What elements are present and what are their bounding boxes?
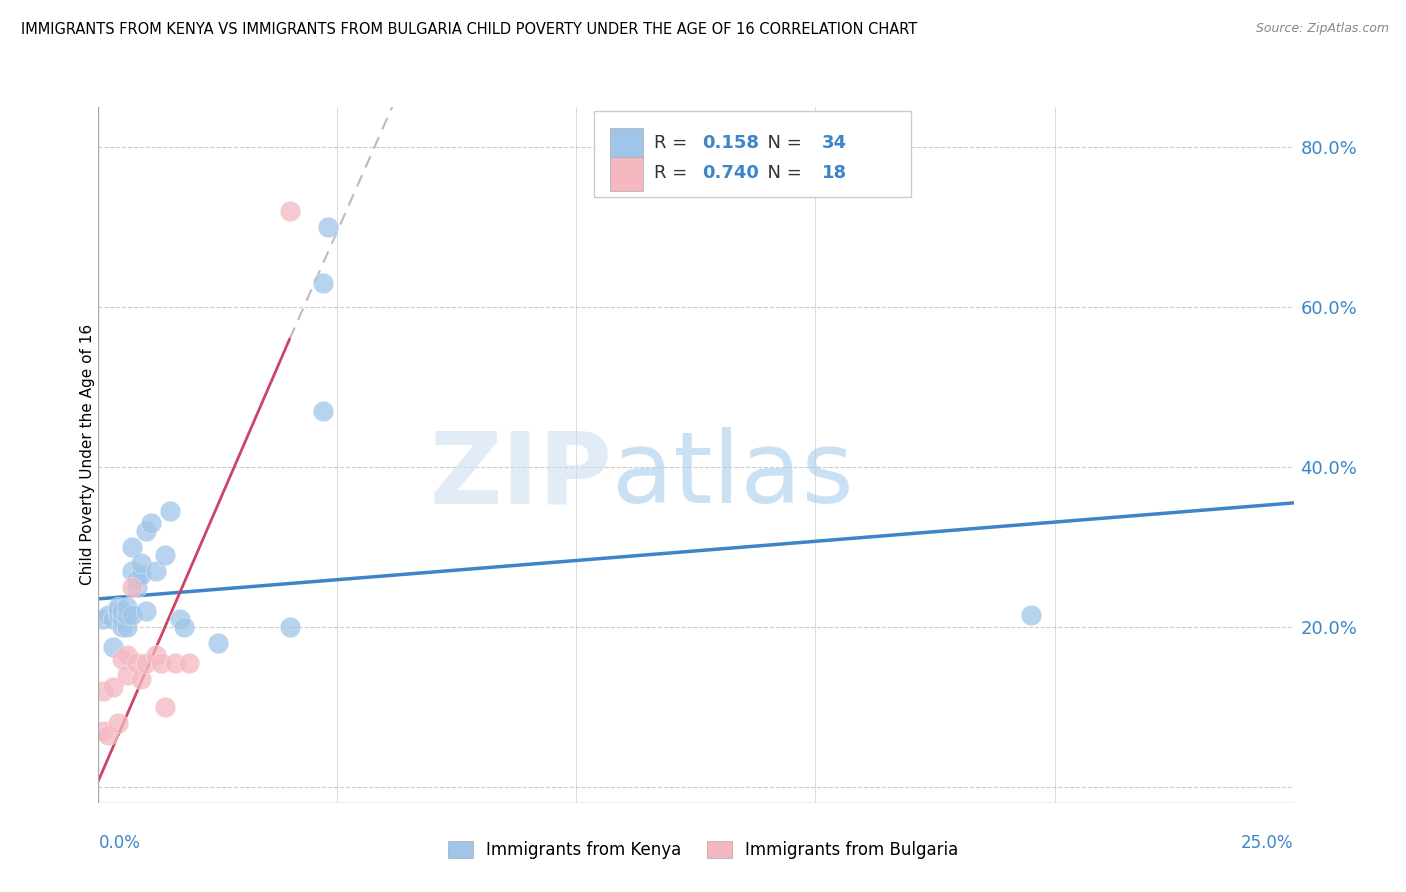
Text: R =: R =: [654, 163, 693, 182]
Point: [91, 612, 114, 626]
Point: [135, 524, 157, 538]
Point: [135, 656, 157, 670]
Point: [111, 604, 134, 618]
Point: [207, 636, 229, 650]
Point: [179, 656, 201, 670]
Point: [115, 607, 138, 622]
Point: [121, 540, 143, 554]
Point: [312, 404, 335, 418]
Point: [125, 656, 148, 670]
Text: 25.0%: 25.0%: [1241, 834, 1294, 852]
Point: [159, 504, 181, 518]
Text: ZIP: ZIP: [429, 427, 613, 524]
Point: [91, 723, 114, 738]
Text: N =: N =: [756, 163, 807, 182]
Legend: Immigrants from Kenya, Immigrants from Bulgaria: Immigrants from Kenya, Immigrants from B…: [441, 834, 965, 866]
Point: [107, 599, 129, 614]
Point: [278, 204, 301, 219]
Text: R =: R =: [654, 134, 693, 152]
Point: [115, 620, 138, 634]
Point: [139, 516, 162, 530]
Point: [97, 607, 120, 622]
Point: [145, 564, 167, 578]
Point: [278, 620, 301, 634]
Point: [169, 612, 191, 626]
Point: [316, 219, 339, 234]
Point: [125, 580, 148, 594]
Text: 18: 18: [821, 163, 846, 182]
Point: [107, 715, 129, 730]
Point: [131, 567, 153, 582]
Text: 0.158: 0.158: [702, 134, 759, 152]
Point: [107, 607, 129, 622]
Point: [115, 599, 138, 614]
Point: [101, 640, 124, 654]
Point: [101, 612, 124, 626]
Point: [125, 572, 148, 586]
Text: Source: ZipAtlas.com: Source: ZipAtlas.com: [1256, 22, 1389, 36]
Text: N =: N =: [756, 134, 807, 152]
Text: 0.740: 0.740: [702, 163, 759, 182]
Point: [121, 580, 143, 594]
Point: [173, 620, 195, 634]
Point: [155, 548, 177, 562]
Point: [312, 276, 335, 290]
Point: [107, 604, 129, 618]
Point: [145, 648, 167, 662]
Point: [121, 564, 143, 578]
Point: [163, 656, 186, 670]
Y-axis label: Child Poverty Under the Age of 16: Child Poverty Under the Age of 16: [80, 325, 94, 585]
FancyBboxPatch shape: [610, 157, 644, 191]
Point: [149, 656, 172, 670]
Point: [111, 652, 134, 666]
Point: [101, 680, 124, 694]
Point: [97, 728, 120, 742]
FancyBboxPatch shape: [595, 111, 911, 197]
Point: [131, 672, 153, 686]
Point: [1019, 607, 1042, 622]
FancyBboxPatch shape: [610, 128, 644, 161]
Point: [121, 607, 143, 622]
Text: atlas: atlas: [613, 427, 853, 524]
Point: [115, 648, 138, 662]
Point: [111, 620, 134, 634]
Text: 0.0%: 0.0%: [98, 834, 141, 852]
Point: [135, 604, 157, 618]
Point: [131, 556, 153, 570]
Text: 34: 34: [821, 134, 846, 152]
Point: [115, 668, 138, 682]
Text: IMMIGRANTS FROM KENYA VS IMMIGRANTS FROM BULGARIA CHILD POVERTY UNDER THE AGE OF: IMMIGRANTS FROM KENYA VS IMMIGRANTS FROM…: [21, 22, 917, 37]
Point: [155, 699, 177, 714]
Point: [91, 683, 114, 698]
Point: [111, 612, 134, 626]
